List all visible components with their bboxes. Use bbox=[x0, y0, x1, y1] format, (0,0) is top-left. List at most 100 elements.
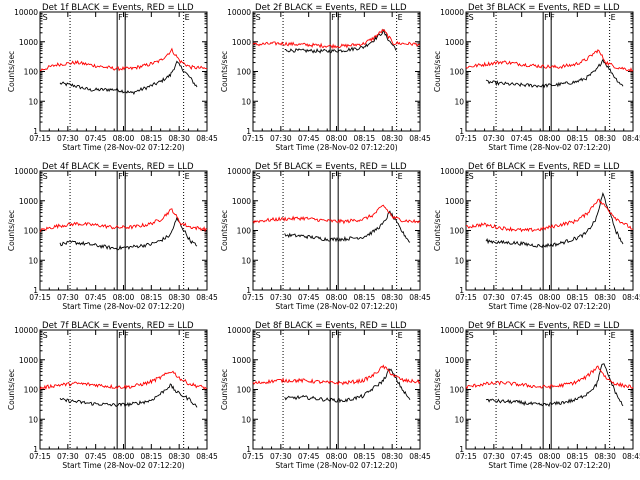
y-axis-label: Counts/sec bbox=[7, 210, 16, 251]
x-tick-label: 08:15 bbox=[141, 134, 163, 143]
y-tick-label: 1000 bbox=[445, 356, 464, 365]
time-marker-label: F bbox=[550, 172, 555, 181]
y-tick-label: 10000 bbox=[14, 8, 38, 17]
y-tick-label: 1000 bbox=[445, 38, 464, 47]
chart-title: Det 9f BLACK = Events, RED = LLD bbox=[468, 321, 620, 331]
plot-frame bbox=[252, 11, 421, 132]
y-tick-label: 1 bbox=[33, 445, 38, 454]
time-marker-label: F bbox=[118, 172, 123, 181]
y-tick-label: 100 bbox=[450, 227, 465, 236]
y-tick-label: 1000 bbox=[232, 197, 251, 206]
x-tick-label: 08:30 bbox=[168, 134, 190, 143]
y-tick-label: 1 bbox=[459, 127, 464, 136]
x-tick-label: 08:45 bbox=[622, 452, 640, 461]
time-marker-label: F bbox=[550, 13, 555, 22]
y-tick-label: 10 bbox=[241, 97, 251, 106]
series-line-lld bbox=[465, 365, 634, 390]
series-line-events bbox=[59, 60, 198, 95]
y-tick-label: 1 bbox=[33, 286, 38, 295]
chart-title: Det 1f BLACK = Events, RED = LLD bbox=[42, 3, 194, 13]
y-tick-label: 1 bbox=[246, 445, 251, 454]
y-tick-label: 1000 bbox=[19, 38, 38, 47]
time-marker-label: F bbox=[331, 331, 336, 340]
y-tick-label: 1000 bbox=[445, 197, 464, 206]
time-marker-label: E bbox=[185, 172, 190, 181]
time-marker-label: S bbox=[469, 331, 474, 340]
x-tick-label: 07:15 bbox=[455, 293, 477, 302]
plot-frame bbox=[252, 170, 421, 291]
x-tick-label: 08:00 bbox=[113, 293, 135, 302]
time-marker-label: F bbox=[544, 331, 549, 340]
time-marker-label: F bbox=[124, 13, 129, 22]
x-tick-label: 07:45 bbox=[511, 452, 533, 461]
x-tick-label: 07:45 bbox=[85, 452, 107, 461]
series-line-events bbox=[59, 383, 198, 408]
time-marker-label: S bbox=[43, 172, 48, 181]
x-tick-label: 08:00 bbox=[539, 452, 561, 461]
x-tick-label: 08:30 bbox=[381, 134, 403, 143]
x-tick-label: 08:30 bbox=[381, 293, 403, 302]
x-tick-label: 08:45 bbox=[409, 134, 431, 143]
x-tick-label: 07:15 bbox=[455, 134, 477, 143]
series-line-events bbox=[284, 210, 411, 243]
y-tick-label: 10000 bbox=[227, 167, 251, 176]
x-tick-label: 08:00 bbox=[326, 452, 348, 461]
y-axis-label: Counts/sec bbox=[7, 369, 16, 410]
series-line-lld bbox=[39, 208, 208, 233]
y-tick-label: 10000 bbox=[440, 167, 464, 176]
x-tick-label: 08:15 bbox=[567, 452, 589, 461]
series-line-events bbox=[485, 363, 624, 408]
series-line-events bbox=[284, 28, 397, 54]
x-tick-label: 08:00 bbox=[326, 134, 348, 143]
chart-title: Det 6f BLACK = Events, RED = LLD bbox=[468, 162, 620, 172]
time-marker-label: F bbox=[124, 331, 129, 340]
plot-frame bbox=[465, 329, 634, 450]
x-axis-label: Start Time (28-Nov-02 07:12:20) bbox=[62, 302, 184, 311]
y-tick-label: 10 bbox=[454, 415, 464, 424]
y-tick-label: 100 bbox=[237, 68, 252, 77]
y-axis-label: Counts/sec bbox=[433, 51, 442, 92]
time-marker-label: F bbox=[124, 172, 129, 181]
x-axis-label: Start Time (28-Nov-02 07:12:20) bbox=[488, 302, 610, 311]
time-marker-label: S bbox=[469, 13, 474, 22]
x-tick-label: 07:45 bbox=[511, 293, 533, 302]
y-tick-label: 10000 bbox=[440, 326, 464, 335]
series-line-lld bbox=[39, 370, 208, 391]
plot-frame bbox=[465, 11, 634, 132]
time-marker-label: E bbox=[611, 13, 616, 22]
time-marker-label: F bbox=[331, 172, 336, 181]
y-tick-label: 100 bbox=[24, 386, 39, 395]
x-tick-label: 08:45 bbox=[622, 293, 640, 302]
x-tick-label: 07:15 bbox=[29, 134, 51, 143]
plot-frame bbox=[252, 329, 421, 450]
series-line-lld bbox=[39, 47, 208, 72]
time-marker-label: E bbox=[398, 13, 403, 22]
series-line-events bbox=[284, 367, 411, 404]
chart-panel-5: Det 5f BLACK = Events, RED = LLD 1 10 100 10… bbox=[220, 162, 431, 311]
x-tick-label: 08:00 bbox=[539, 134, 561, 143]
x-tick-label: 08:15 bbox=[567, 134, 589, 143]
time-marker-label: F bbox=[118, 13, 123, 22]
chart-title: Det 3f BLACK = Events, RED = LLD bbox=[468, 3, 620, 13]
y-tick-label: 10000 bbox=[440, 8, 464, 17]
x-tick-label: 08:00 bbox=[113, 134, 135, 143]
x-tick-label: 08:30 bbox=[381, 452, 403, 461]
x-tick-label: 08:45 bbox=[409, 293, 431, 302]
x-tick-label: 07:30 bbox=[270, 293, 292, 302]
time-marker-label: E bbox=[398, 331, 403, 340]
y-tick-label: 10 bbox=[454, 256, 464, 265]
series-line-events bbox=[485, 191, 624, 249]
time-marker-label: S bbox=[256, 172, 261, 181]
x-tick-label: 08:15 bbox=[354, 452, 376, 461]
time-marker-label: F bbox=[337, 13, 342, 22]
time-marker-label: S bbox=[43, 13, 48, 22]
x-tick-label: 07:30 bbox=[57, 452, 79, 461]
x-tick-label: 07:45 bbox=[298, 293, 320, 302]
plot-frame bbox=[39, 11, 208, 132]
y-tick-label: 10 bbox=[28, 415, 38, 424]
x-tick-label: 07:30 bbox=[270, 134, 292, 143]
chart-title: Det 7f BLACK = Events, RED = LLD bbox=[42, 321, 194, 331]
plot-frame bbox=[39, 329, 208, 450]
y-tick-label: 1000 bbox=[19, 197, 38, 206]
